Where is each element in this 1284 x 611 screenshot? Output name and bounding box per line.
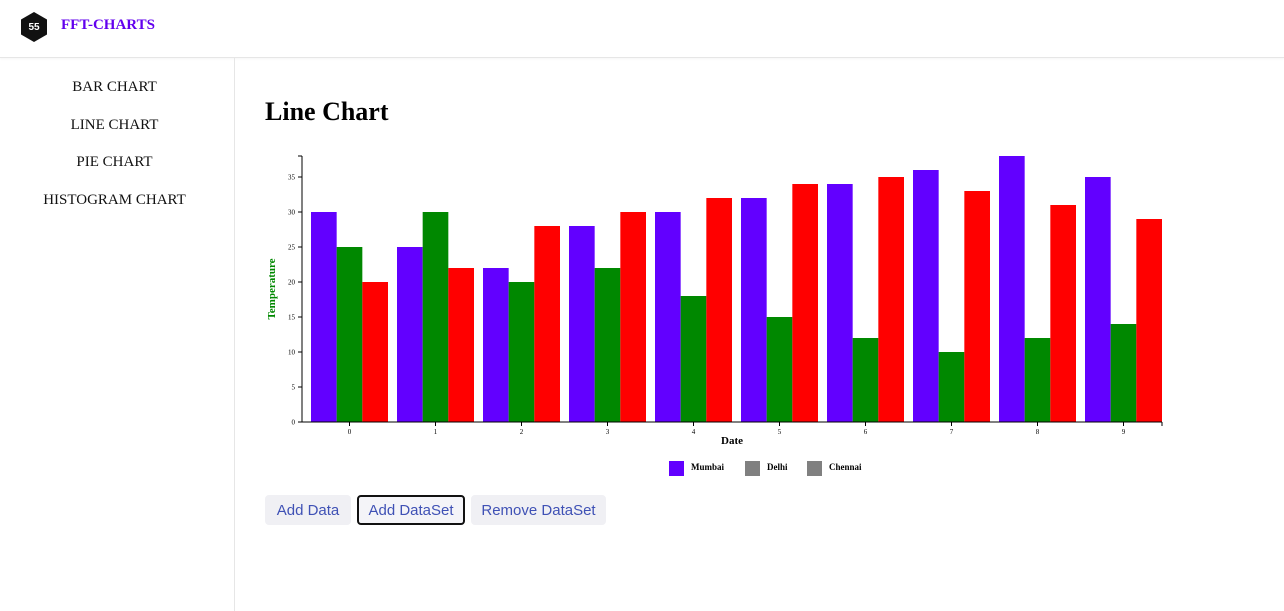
bar-chennai-7 — [964, 191, 990, 422]
bar-delhi-7 — [938, 352, 965, 422]
y-axis-label: Temperature — [266, 258, 278, 319]
brand-logo-icon[interactable]: 55 — [19, 11, 49, 43]
bar-mumbai-3 — [569, 226, 595, 422]
sidebar-item-bar-chart[interactable]: BAR CHART — [72, 79, 157, 95]
sidebar: BAR CHART LINE CHART PIE CHART HISTOGRAM… — [0, 58, 235, 611]
y-tick-label-0: 0 — [292, 419, 296, 427]
sidebar-item-histogram-chart[interactable]: HISTOGRAM CHART — [43, 192, 186, 208]
legend-swatch-mumbai — [669, 461, 684, 476]
sidebar-item-line-chart[interactable]: LINE CHART — [70, 117, 159, 133]
bar-chennai-4 — [706, 198, 732, 422]
y-tick-label-10: 10 — [288, 349, 296, 357]
x-tick-label-2: 2 — [520, 428, 524, 436]
bar-delhi-0 — [336, 247, 363, 422]
y-tick-label-15: 15 — [288, 314, 296, 322]
add-dataset-button[interactable]: Add DataSet — [357, 495, 465, 525]
bar-delhi-5 — [766, 317, 793, 422]
page-title: Line Chart — [265, 97, 389, 126]
x-tick-label-4: 4 — [692, 428, 696, 436]
bar-delhi-8 — [1024, 338, 1051, 422]
add-data-button[interactable]: Add Data — [265, 495, 351, 525]
bar-mumbai-1 — [397, 247, 423, 422]
bar-delhi-2 — [508, 282, 535, 422]
y-tick-label-35: 35 — [288, 174, 296, 182]
bar-chennai-1 — [448, 268, 474, 422]
y-tick-label-5: 5 — [292, 384, 296, 392]
x-axis-label: Date — [721, 435, 743, 447]
bar-mumbai-7 — [913, 170, 939, 422]
bar-mumbai-5 — [741, 198, 767, 422]
bar-chennai-6 — [878, 177, 904, 422]
bar-delhi-4 — [680, 296, 707, 422]
bar-delhi-9 — [1110, 324, 1137, 422]
bar-chennai-5 — [792, 184, 818, 422]
x-tick-label-6: 6 — [864, 428, 868, 436]
bar-chennai-8 — [1050, 205, 1076, 422]
bar-mumbai-2 — [483, 268, 509, 422]
bar-chennai-3 — [620, 212, 646, 422]
x-tick-label-1: 1 — [434, 428, 438, 436]
bar-mumbai-6 — [827, 184, 853, 422]
legend-swatch-chennai — [807, 461, 822, 476]
bar-chennai-9 — [1136, 219, 1162, 422]
bar-mumbai-9 — [1085, 177, 1111, 422]
sidebar-item-pie-chart[interactable]: PIE CHART — [76, 154, 153, 170]
legend-label-delhi: Delhi — [767, 462, 788, 472]
bar-delhi-3 — [594, 268, 621, 422]
bar-mumbai-0 — [311, 212, 337, 422]
bar-mumbai-4 — [655, 212, 681, 422]
x-tick-label-5: 5 — [778, 428, 782, 436]
x-tick-label-8: 8 — [1036, 428, 1040, 436]
bar-mumbai-8 — [999, 156, 1025, 422]
y-tick-label-20: 20 — [288, 279, 296, 287]
bar-delhi-1 — [422, 212, 449, 422]
bar-chennai-2 — [534, 226, 560, 422]
y-tick-label-30: 30 — [288, 209, 296, 217]
y-tick-label-25: 25 — [288, 244, 296, 252]
top-navbar: 55 FFT-CHARTS — [0, 0, 1284, 58]
bar-delhi-6 — [852, 338, 879, 422]
legend-label-mumbai: Mumbai — [691, 462, 725, 472]
temperature-bar-chart: 0 5 10 15 20 25 30 35 0 1 2 3 4 5 6 7 8 9 Date Temperature M… — [266, 155, 1163, 476]
legend-swatch-delhi — [745, 461, 760, 476]
legend-label-chennai: Chennai — [829, 462, 862, 472]
x-tick-label-7: 7 — [950, 428, 954, 436]
svg-text:55: 55 — [28, 22, 40, 33]
remove-dataset-button[interactable]: Remove DataSet — [471, 495, 606, 525]
bar-chennai-0 — [362, 282, 388, 422]
x-tick-label-9: 9 — [1122, 428, 1126, 436]
x-tick-label-3: 3 — [606, 428, 610, 436]
brand-title[interactable]: FFT-CHARTS — [61, 17, 155, 33]
x-tick-label-0: 0 — [348, 428, 352, 436]
